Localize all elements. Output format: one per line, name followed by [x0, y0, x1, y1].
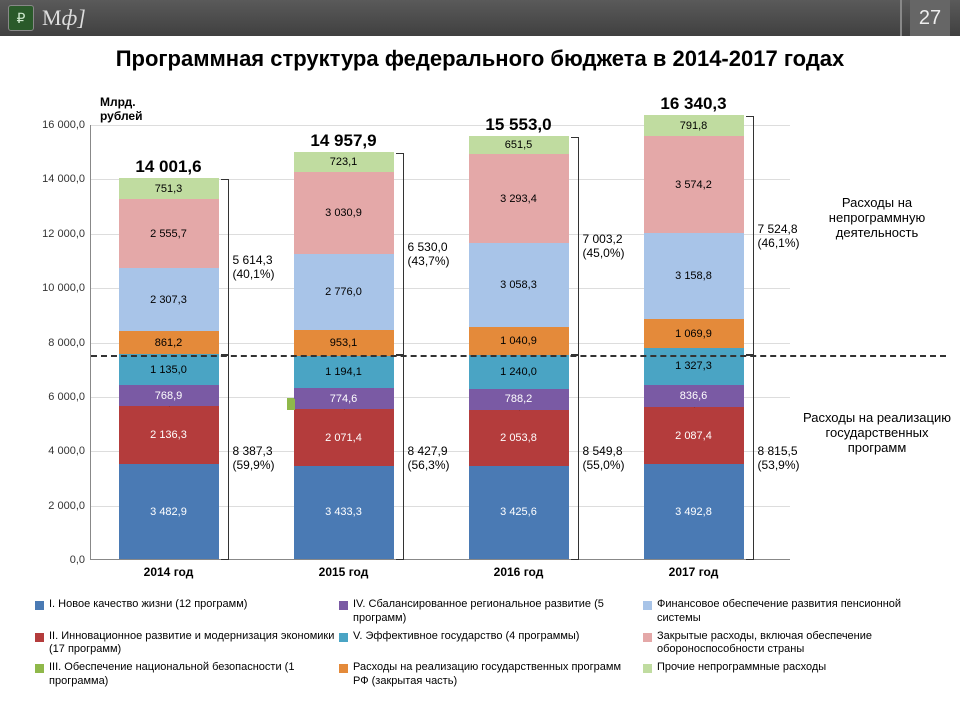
legend-swatch: [35, 601, 44, 610]
bar-segment: 651,5: [469, 136, 569, 154]
legend-text: I. Новое качество жизни (12 программ): [49, 598, 247, 612]
page-number-box: 27: [910, 0, 950, 36]
legend-item: IV. Сбалансированное региональное развит…: [339, 598, 639, 626]
legend-item: III. Обеспечение национальной безопаснос…: [35, 661, 335, 689]
y-tick-label: 8 000,0: [48, 337, 85, 349]
legend-text: V. Эффективное государство (4 программы): [353, 630, 579, 644]
y-tick-label: 4 000,0: [48, 445, 85, 457]
bar-segment: 791,8: [644, 115, 744, 137]
plot-area: 0,02 000,04 000,06 000,08 000,010 000,01…: [90, 125, 790, 560]
bar-segment: 2 776,0: [294, 254, 394, 329]
bar-total: 14 957,9: [310, 131, 376, 151]
x-tick-label: 2017 год: [669, 565, 719, 579]
legend-swatch: [643, 664, 652, 673]
y-tick-label: 0,0: [70, 554, 85, 566]
y-tick-label: 12 000,0: [42, 228, 85, 240]
bar-segment: 953,1: [294, 330, 394, 356]
logo-icon: ₽: [8, 5, 34, 31]
bar-segment: 2 071,4: [294, 409, 394, 465]
x-tick-label: 2015 год: [319, 565, 369, 579]
legend-item: V. Эффективное государство (4 программы): [339, 630, 639, 658]
page-number: 27: [919, 7, 941, 30]
bar-segment: 3 030,9: [294, 172, 394, 254]
legend-swatch: [339, 601, 348, 610]
legend-swatch: [35, 633, 44, 642]
y-tick-label: 14 000,0: [42, 173, 85, 185]
legend-item: Закрытые расходы, включая обеспечение об…: [643, 630, 943, 658]
bar-segment: 2 087,4: [644, 407, 744, 464]
brand-text: Мф]: [42, 5, 86, 31]
legend-item: Финансовое обеспечение развития пенсионн…: [643, 598, 943, 626]
bar-segment: 3 492,8: [644, 464, 744, 559]
legend-swatch: [339, 633, 348, 642]
bracket-label-upper: 7 524,8(46,1%): [758, 222, 800, 250]
bar-segment: 3 293,4: [469, 154, 569, 244]
bar-segment: 768,9: [119, 385, 219, 406]
bar-total: 15 553,0: [485, 115, 551, 135]
legend-text: Закрытые расходы, включая обеспечение об…: [657, 630, 943, 658]
legend-item: II. Инновационное развитие и модернизаци…: [35, 630, 335, 658]
y-tick-label: 2 000,0: [48, 500, 85, 512]
chart-title: Программная структура федерального бюдже…: [0, 46, 960, 72]
legend-swatch: [339, 664, 348, 673]
bar-segment: 788,2: [469, 389, 569, 410]
bar-segment: 774,6: [294, 388, 394, 409]
bracket-label-lower: 8 815,5(53,9%): [758, 444, 800, 472]
legend: I. Новое качество жизни (12 программ) IV.…: [35, 598, 940, 689]
bar-segment: 751,3: [119, 178, 219, 198]
bar-segment: 3 482,9: [119, 464, 219, 559]
y-tick-label: 6 000,0: [48, 391, 85, 403]
legend-swatch: [35, 664, 44, 673]
bracket-label-lower: 8 387,3(59,9%): [233, 444, 275, 472]
legend-text: IV. Сбалансированное региональное развит…: [353, 598, 639, 626]
legend-item: Расходы на реализацию государственных пр…: [339, 661, 639, 689]
bar-segment: 1 327,3: [644, 348, 744, 384]
x-tick-label: 2016 год: [494, 565, 544, 579]
bar-segment: 3 433,3: [294, 466, 394, 559]
legend-item: Прочие непрограммные расходы: [643, 661, 943, 689]
y-axis-title: Млрд. рублей: [100, 95, 142, 123]
bar-segment: 2 307,3: [119, 268, 219, 331]
bar-total: 16 340,3: [660, 94, 726, 114]
bar-segment: 2 136,3: [119, 406, 219, 464]
bar-segment: 1 194,1: [294, 356, 394, 388]
bar-segment: 3 058,3: [469, 243, 569, 326]
bar-segment: 861,2: [119, 331, 219, 354]
bracket-label-upper: 6 530,0(43,7%): [408, 240, 450, 268]
bar-segment: 3 158,8: [644, 233, 744, 319]
bar-segment: 723,1: [294, 152, 394, 172]
divider-line: [91, 355, 946, 357]
bar-segment: 836,6: [644, 385, 744, 408]
side-label-lower: Расходы на реализацию государственных пр…: [802, 410, 952, 455]
legend-swatch: [643, 633, 652, 642]
bar-segment: 1 069,9: [644, 319, 744, 348]
x-tick-label: 2014 год: [144, 565, 194, 579]
legend-text: Прочие непрограммные расходы: [657, 661, 826, 675]
y-tick-label: 16 000,0: [42, 119, 85, 131]
legend-swatch: [643, 601, 652, 610]
legend-text: Финансовое обеспечение развития пенсионн…: [657, 598, 943, 626]
bar-segment: 2 555,7: [119, 199, 219, 268]
bar-segment: 2 053,8: [469, 410, 569, 466]
bracket-label-upper: 5 614,3(40,1%): [233, 253, 275, 281]
bracket-label-lower: 8 427,9(56,3%): [408, 444, 450, 472]
side-label-upper: Расходы на непрограммную деятельность: [802, 195, 952, 240]
bar-total: 14 001,6: [135, 157, 201, 177]
bracket-label-lower: 8 549,8(55,0%): [583, 444, 625, 472]
bar-segment: 3 574,2: [644, 136, 744, 233]
bar-segment: 3 425,6: [469, 466, 569, 559]
bar-segment: 1 240,0: [469, 355, 569, 389]
y-tick-label: 10 000,0: [42, 282, 85, 294]
bar-segment: 1 135,0: [119, 354, 219, 385]
chart-area: Млрд. рублей 0,02 000,04 000,06 000,08 0…: [30, 105, 790, 590]
bracket-label-upper: 7 003,2(45,0%): [583, 232, 625, 260]
bar-segment: 1 040,9: [469, 327, 569, 355]
legend-text: II. Инновационное развитие и модернизаци…: [49, 630, 335, 658]
legend-text: III. Обеспечение национальной безопаснос…: [49, 661, 335, 689]
top-bar: ₽ Мф] 27: [0, 0, 960, 36]
legend-item: I. Новое качество жизни (12 программ): [35, 598, 335, 626]
divider: [900, 0, 902, 36]
legend-text: Расходы на реализацию государственных пр…: [353, 661, 639, 689]
